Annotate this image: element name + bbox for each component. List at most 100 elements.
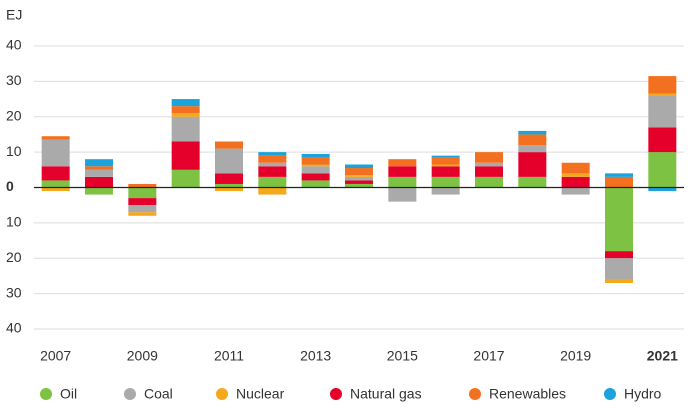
bar-segment — [85, 169, 113, 177]
bar-segment — [171, 106, 200, 114]
bar-segment — [171, 99, 200, 107]
bar-segment — [561, 187, 590, 195]
bar-segment — [475, 152, 503, 163]
bar-segment — [171, 141, 200, 170]
bar-segment — [301, 153, 330, 158]
bar-segment — [41, 139, 70, 167]
bar-segment — [518, 152, 547, 177]
bar-segment — [345, 180, 373, 184]
x-tick-label: 2007 — [40, 348, 71, 364]
bar-segment — [345, 168, 373, 176]
bar-segment — [345, 175, 373, 177]
legend-swatch — [330, 388, 342, 400]
bar-segment — [518, 145, 547, 153]
y-tick-label: 40 — [6, 37, 22, 53]
legend-swatch — [40, 388, 52, 400]
bar-segment — [301, 166, 330, 174]
bar-segment — [648, 76, 677, 94]
bar-segment — [345, 183, 373, 188]
bar-segment — [518, 130, 547, 135]
bar-segment — [301, 173, 330, 181]
bar-segment — [258, 155, 287, 163]
y-tick-label: 20 — [6, 107, 22, 123]
bar-segment — [258, 152, 287, 156]
y-tick-label: 40 — [6, 320, 22, 336]
bar-segment — [215, 173, 243, 184]
bar-segment — [648, 187, 677, 192]
bar-segment — [258, 162, 287, 167]
bar-segment — [648, 93, 677, 96]
bar-segment — [388, 187, 417, 202]
bar-segment — [171, 116, 200, 142]
bar-segment — [301, 180, 330, 188]
bar-segment — [605, 258, 633, 280]
bar-segment — [431, 164, 460, 167]
x-tick-label: 2021 — [647, 348, 678, 364]
y-tick-label: 30 — [6, 72, 22, 88]
bar-segment — [561, 173, 590, 177]
bar-segment — [128, 187, 157, 199]
x-tick-label: 2019 — [560, 348, 591, 364]
y-tick-label: 10 — [6, 214, 22, 230]
bar-segment — [128, 212, 157, 216]
y-tick-label: 30 — [6, 284, 22, 300]
bar-segment — [648, 95, 677, 128]
bar-segment — [475, 162, 503, 167]
bar-segment — [431, 187, 460, 195]
bar-segment — [345, 164, 373, 169]
bar-segment — [215, 141, 243, 149]
bar-segment — [301, 164, 330, 167]
legend-label: Oil — [60, 386, 77, 402]
bar-segment — [215, 183, 243, 188]
legend-swatch — [216, 388, 228, 400]
x-tick-label: 2011 — [214, 348, 244, 364]
legend-swatch — [124, 388, 136, 400]
bar-segment — [475, 166, 503, 177]
bar-segment — [431, 155, 460, 158]
x-tick-label: 2017 — [473, 348, 504, 364]
bar-segment — [561, 176, 590, 188]
legend-label: Coal — [144, 386, 173, 402]
bar-segment — [128, 205, 157, 213]
bar-segment — [605, 173, 633, 177]
bar-segment — [605, 251, 633, 259]
bar-segment — [215, 148, 243, 174]
x-tick-label: 2013 — [300, 348, 331, 364]
legend-label: Natural gas — [350, 386, 422, 402]
bar-segment — [648, 152, 677, 188]
bar-segment — [85, 166, 113, 170]
bar-segment — [41, 166, 70, 181]
bar-segment — [431, 166, 460, 177]
legend-label: Nuclear — [236, 386, 285, 402]
bar-segment — [85, 159, 113, 167]
bar-segment — [258, 187, 287, 195]
bar-segment — [388, 159, 417, 167]
x-tick-label: 2015 — [387, 348, 418, 364]
legend-swatch — [604, 388, 616, 400]
bar-segment — [388, 166, 417, 177]
y-axis-label: EJ — [6, 7, 22, 23]
y-tick-label: 20 — [6, 249, 22, 265]
bar-segment — [345, 176, 373, 181]
bar-segment — [605, 187, 633, 252]
bar-segment — [85, 187, 113, 195]
bar-segment — [301, 157, 330, 165]
x-tick-label: 2009 — [127, 348, 158, 364]
legend-swatch — [469, 388, 481, 400]
y-tick-label: 10 — [6, 143, 22, 159]
bar-segment — [171, 169, 200, 188]
bar-segment — [518, 134, 547, 146]
bar-segment — [85, 176, 113, 188]
bar-segment — [41, 180, 70, 188]
bar-segment — [605, 176, 633, 188]
bar-segment — [171, 113, 200, 117]
bar-segment — [561, 162, 590, 174]
bar-segment — [605, 279, 633, 284]
legend-label: Renewables — [489, 386, 566, 402]
bar-segment — [128, 198, 157, 206]
bar-segment — [128, 183, 157, 188]
legend-label: Hydro — [624, 386, 662, 402]
bar-segment — [431, 176, 460, 188]
bar-segment — [258, 166, 287, 177]
